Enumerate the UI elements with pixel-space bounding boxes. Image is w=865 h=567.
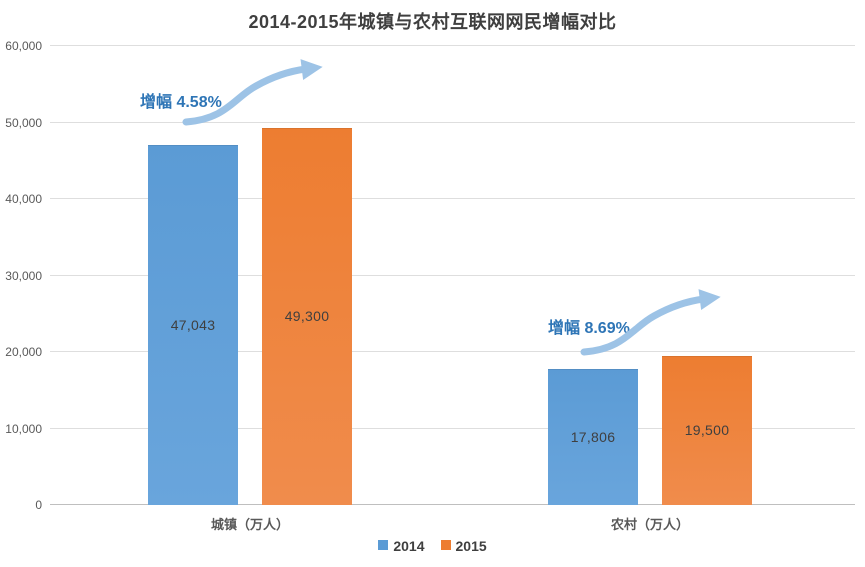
- x-axis-line: [50, 504, 855, 505]
- bar-value-label: 19,500: [684, 422, 730, 439]
- gridline: [50, 121, 855, 123]
- bar-2014-urban: 47,043: [148, 145, 238, 505]
- legend-label: 2014: [393, 538, 425, 554]
- annotation-rural-growth: 增幅 8.69%: [548, 320, 630, 337]
- legend-label: 2015: [455, 538, 487, 554]
- gridline: [50, 427, 855, 429]
- x-category-label-rural: 农村（万人）: [610, 517, 689, 532]
- y-axis: 0 10,000 20,000 30,000 40,000 50,000 60,000: [0, 39, 42, 512]
- y-tick-label: 40,000: [5, 192, 42, 207]
- legend-item-2014: 2014: [378, 538, 425, 554]
- bar-2015-urban: 49,300: [262, 127, 352, 505]
- gridline: [50, 351, 855, 353]
- gridline: [50, 45, 855, 46]
- y-tick-label: 10,000: [5, 421, 42, 436]
- y-tick-label: 60,000: [5, 39, 42, 53]
- growth-arrow-rural-icon: [580, 289, 721, 356]
- chart-title: 2014-2015年城镇与农村互联网网民增幅对比: [248, 12, 617, 32]
- legend-swatch-icon: [440, 540, 451, 550]
- bar-value-label: 49,300: [284, 308, 330, 325]
- y-tick-label: 0: [35, 498, 42, 512]
- growth-arrow-urban-icon: [182, 59, 323, 126]
- bar-value-label: 47,043: [170, 317, 216, 334]
- gridline: [50, 274, 855, 276]
- legend-swatch-icon: [378, 540, 389, 550]
- y-tick-label: 30,000: [5, 268, 42, 283]
- legend: 2014 2015: [0, 538, 865, 554]
- annotation-urban-growth: 增幅 4.58%: [140, 94, 222, 111]
- legend-item-2015: 2015: [440, 538, 487, 554]
- bar-2015-rural: 19,500: [662, 355, 752, 505]
- y-tick-label: 50,000: [5, 115, 42, 130]
- bar-2014-rural: 17,806: [548, 368, 638, 505]
- y-tick-label: 20,000: [5, 345, 42, 360]
- plot-area: 47,043 49,300 17,806 19,500 城镇（万人） 农村（万人）: [50, 45, 855, 532]
- x-category-label-urban: 城镇（万人）: [210, 517, 289, 532]
- bar-value-label: 17,806: [570, 428, 616, 445]
- gridline: [50, 198, 855, 200]
